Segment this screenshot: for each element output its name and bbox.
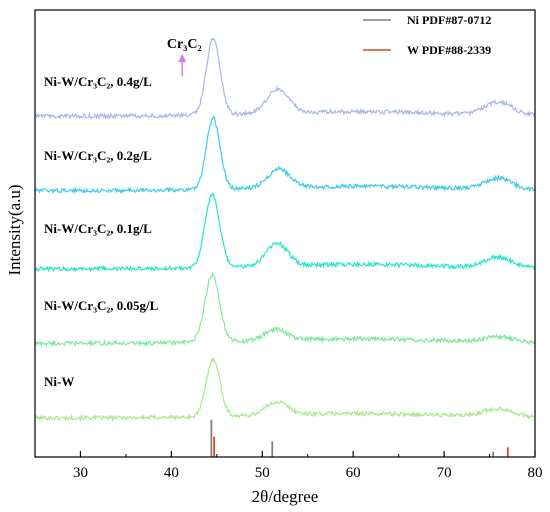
curve-label-1: Ni-W/Cr₃C₂, 0.05g/L xyxy=(44,298,159,313)
xrd-curve-3 xyxy=(34,115,536,195)
annotation-label: Cr₃C₂ xyxy=(167,37,202,52)
curve-label-2: Ni-W/Cr₃C₂, 0.1g/L xyxy=(44,221,152,236)
xrd-curve-4 xyxy=(34,37,536,120)
curve-labels: Ni-W Ni-W/Cr₃C₂, 0.05g/L Ni-W/Cr₃C₂, 0.1g/… xyxy=(44,74,159,389)
curve-label-4: Ni-W/Cr₃C₂, 0.4g/L xyxy=(44,74,152,89)
y-axis-title: Intensity(a.u) xyxy=(5,184,24,275)
x-tick-label-4: 70 xyxy=(437,465,452,481)
peak-annotation: Cr₃C₂ xyxy=(167,37,202,76)
x-axis-title: 2θ/degree xyxy=(252,487,319,506)
x-tick-label-0: 30 xyxy=(73,465,88,481)
legend: Ni PDF#87-0712 W PDF#88-2339 xyxy=(363,13,491,57)
legend-label-w: W PDF#88-2339 xyxy=(407,43,491,57)
x-tick-label-5: 80 xyxy=(528,465,543,481)
x-tick-label-2: 50 xyxy=(255,465,270,481)
x-axis: 30 40 50 60 70 80 xyxy=(34,451,543,481)
x-tick-label-3: 60 xyxy=(346,465,361,481)
legend-label-ni: Ni PDF#87-0712 xyxy=(407,13,491,27)
x-tick-label-1: 40 xyxy=(164,465,179,481)
reference-lines xyxy=(210,419,509,457)
curve-label-0: Ni-W xyxy=(44,374,74,389)
xrd-curves xyxy=(34,37,536,422)
xrd-curve-0 xyxy=(34,357,536,422)
xrd-curve-2 xyxy=(34,192,536,273)
curve-label-3: Ni-W/Cr₃C₂, 0.2g/L xyxy=(44,148,152,163)
xrd-curve-1 xyxy=(34,271,536,348)
plot-frame xyxy=(34,9,536,458)
annotation-arrow-head xyxy=(178,54,187,62)
